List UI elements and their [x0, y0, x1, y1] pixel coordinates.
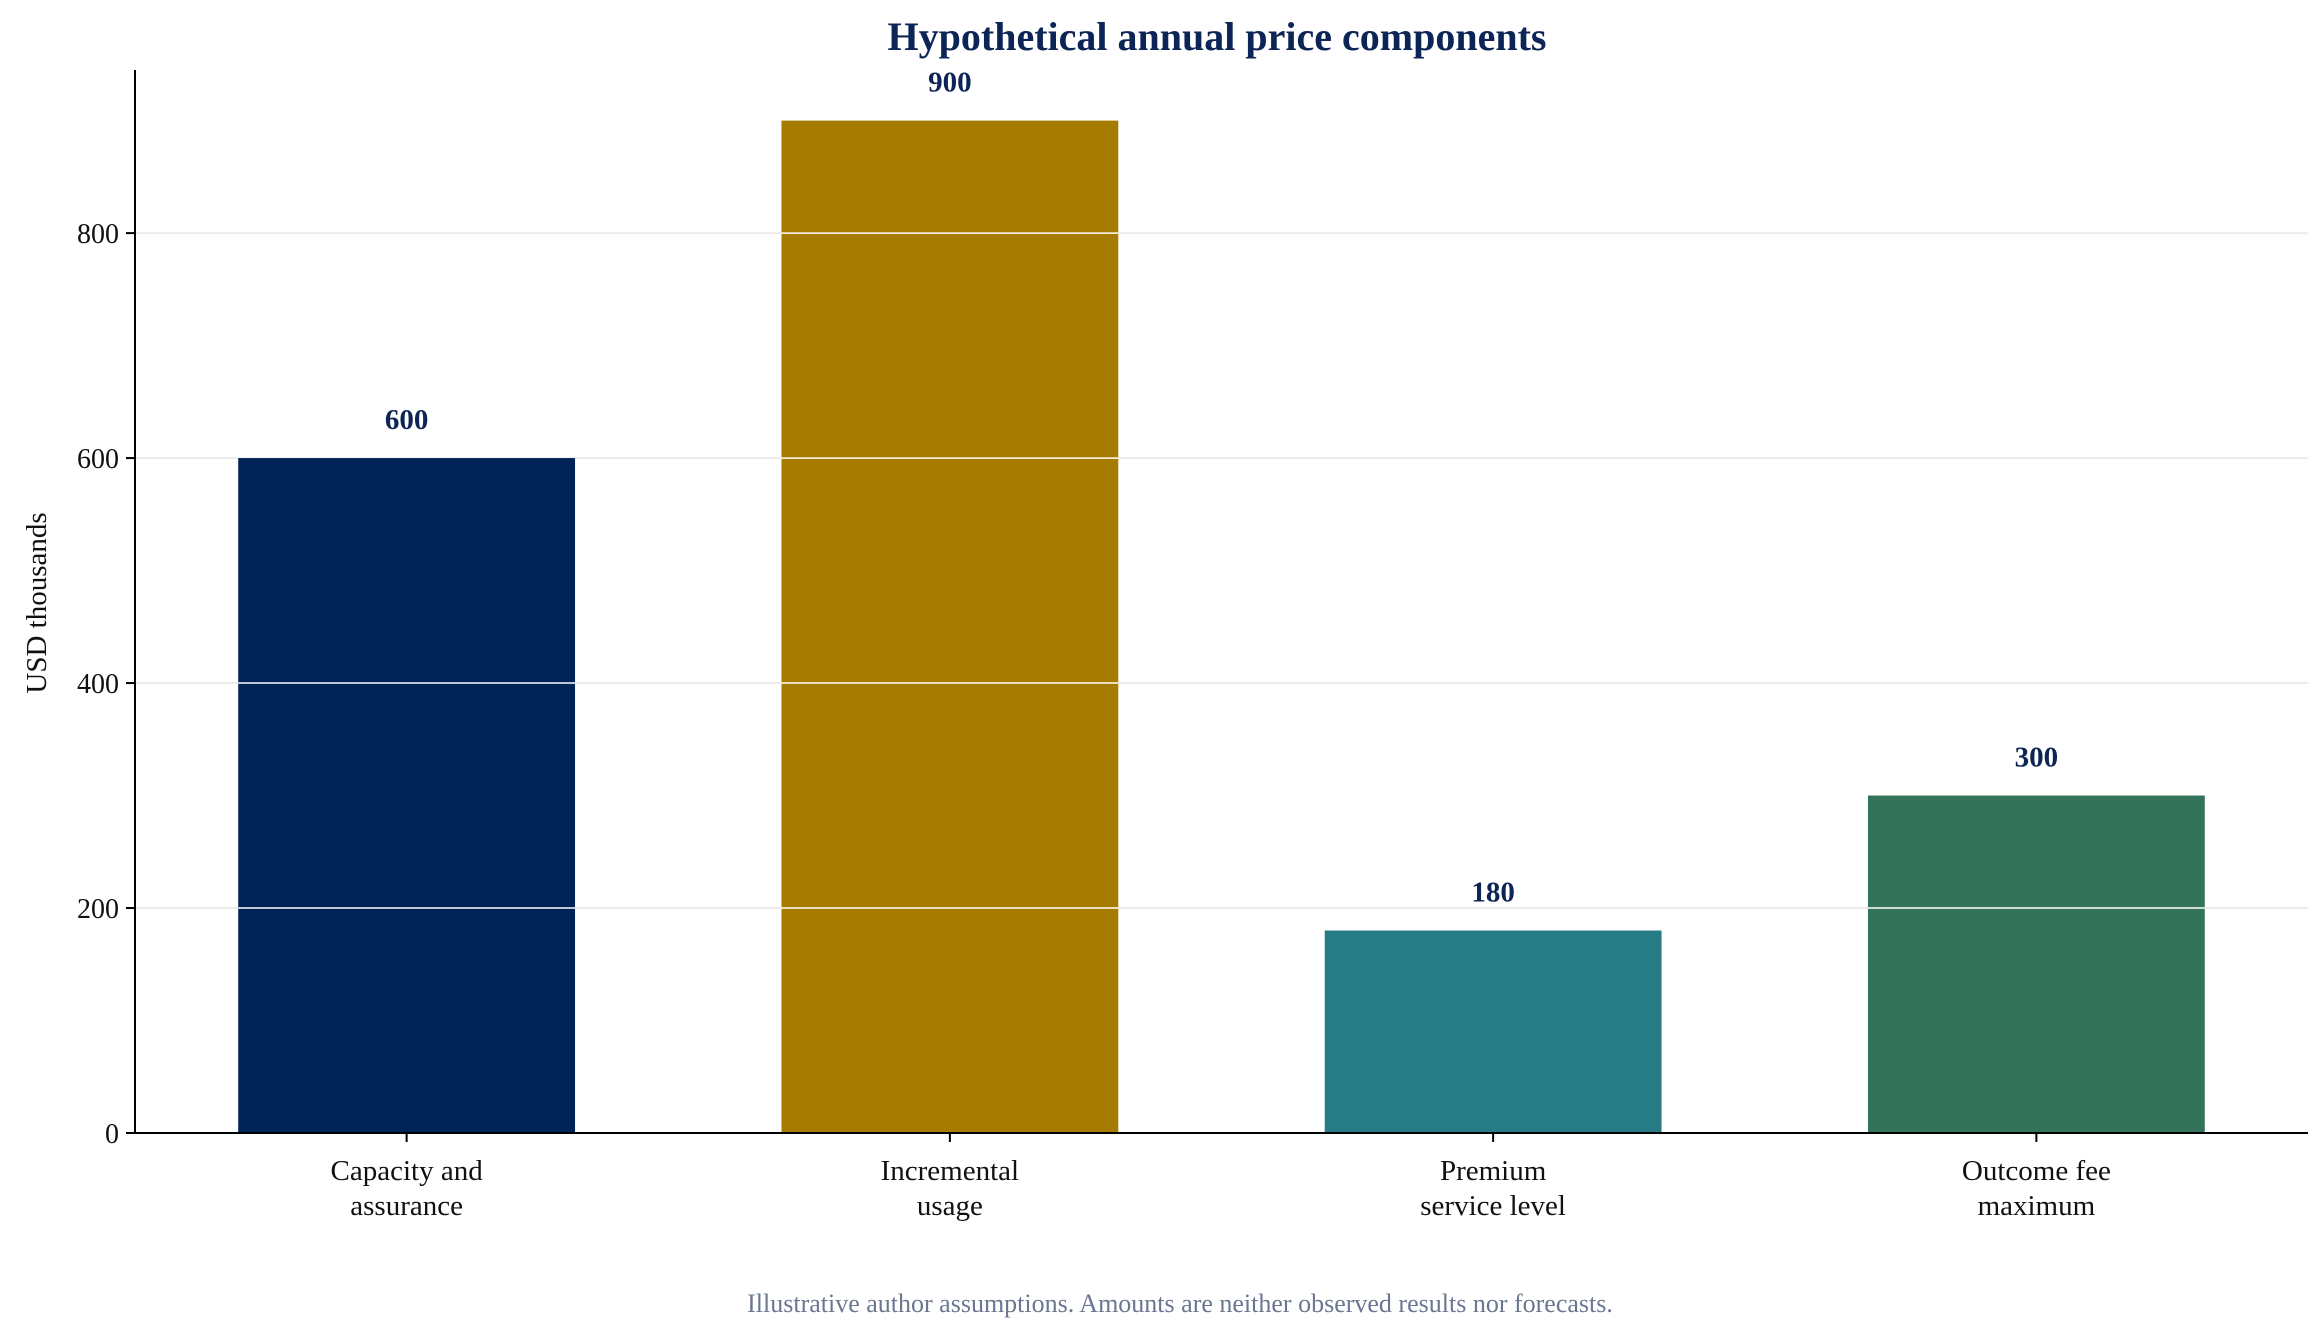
x-tick-label-3: Premium service level [1420, 1155, 1566, 1222]
x-tick-label-4: Outcome fee maximum [1962, 1155, 2111, 1222]
x-tick-label-1-line-1: Capacity and [331, 1155, 484, 1187]
value-labels: 600 900 180 300 [385, 67, 2058, 909]
bar-1 [238, 458, 576, 1134]
x-tick-label-2: Incremental usage [881, 1155, 1019, 1222]
y-tick-label-800: 800 [77, 219, 119, 250]
axes [134, 70, 2308, 1134]
y-tick-label-600: 600 [77, 444, 119, 475]
value-label-1: 600 [385, 404, 429, 436]
bar-2 [781, 120, 1119, 1134]
x-tick-label-2-line-2: usage [917, 1190, 983, 1222]
y-axis-label: USD thousands [21, 512, 53, 693]
bars [238, 120, 2205, 1134]
value-label-4: 300 [2015, 742, 2059, 774]
footnote: Illustrative author assumptions. Amounts… [747, 1289, 1613, 1318]
bar-4 [1867, 795, 2205, 1133]
bar-3 [1324, 930, 1662, 1133]
x-tick-label-4-line-1: Outcome fee [1962, 1155, 2111, 1187]
value-label-2: 900 [928, 67, 972, 99]
x-tick-label-4-line-2: maximum [1978, 1190, 2096, 1222]
chart-title: Hypothetical annual price components [888, 14, 1547, 59]
x-tick-label-3-line-1: Premium [1440, 1155, 1547, 1187]
x-tick-label-3-line-2: service level [1420, 1190, 1566, 1222]
bar-gridline-overlays [238, 232, 2205, 909]
y-axis-ticks: 0 200 400 600 800 [77, 219, 135, 1150]
y-tick-label-0: 0 [105, 1119, 119, 1150]
y-tick-label-200: 200 [77, 894, 119, 925]
x-axis-ticks: Capacity and assurance Incremental usage Pre… [331, 1133, 2111, 1222]
x-tick-label-2-line-1: Incremental [881, 1155, 1019, 1187]
x-tick-label-1: Capacity and assurance [331, 1155, 484, 1222]
x-tick-label-1-line-2: assurance [350, 1190, 463, 1222]
y-tick-label-400: 400 [77, 669, 119, 700]
value-label-3: 180 [1471, 877, 1515, 909]
